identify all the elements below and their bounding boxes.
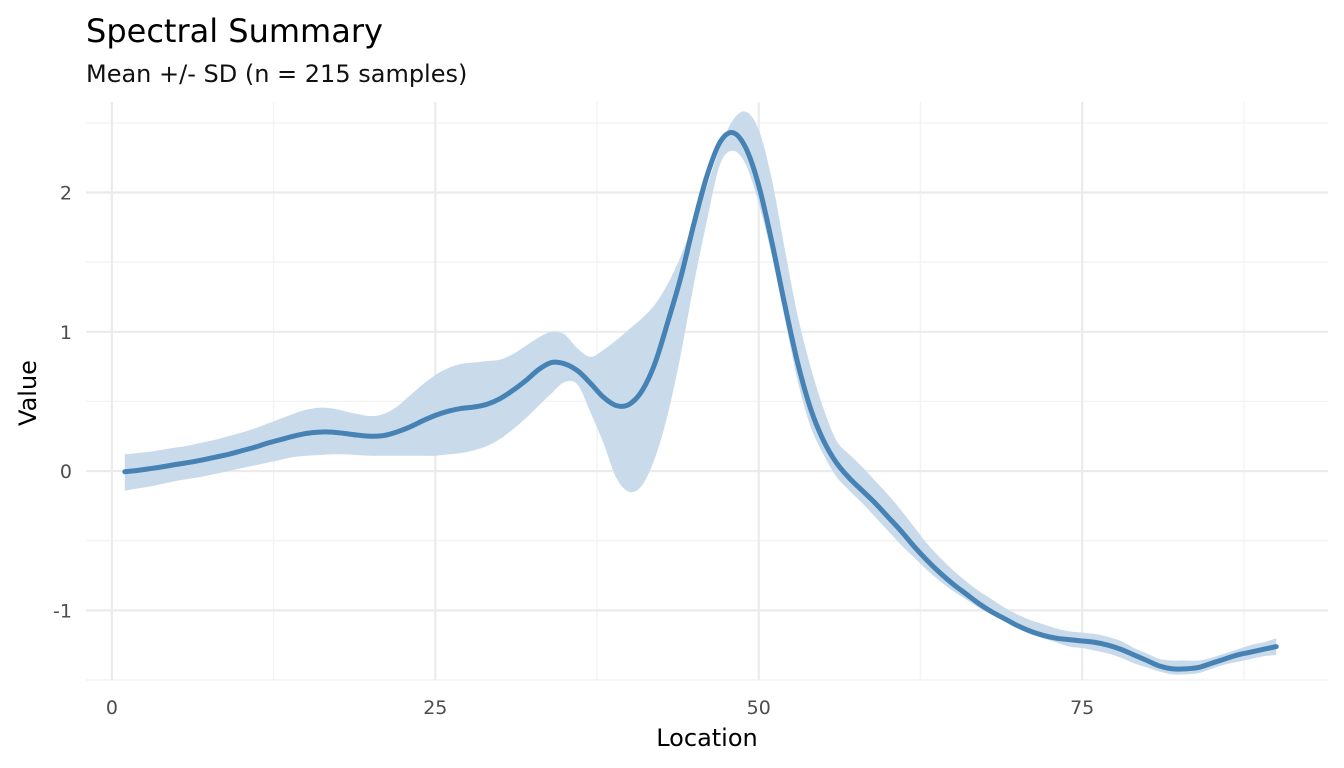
y-tick-label: -1 [53,600,72,622]
sd-band [124,111,1277,675]
x-tick-label: 50 [747,697,771,719]
y-tick-label: 0 [60,461,72,483]
x-tick-label: 25 [423,697,447,719]
y-axis-ticks: -1 0 1 2 [53,183,72,623]
chart-title: Spectral Summary [86,12,383,50]
y-tick-label: 1 [60,322,72,344]
x-tick-label: 75 [1070,697,1094,719]
mean-line-layer [122,130,1279,672]
x-axis-ticks: 0 25 50 75 [106,697,1094,719]
y-tick-label: 2 [60,183,72,205]
sd-band-layer [124,111,1277,675]
x-axis-title: Location [656,724,758,752]
chart-subtitle: Mean +/- SD (n = 215 samples) [86,60,467,88]
y-axis-title: Value [14,360,42,426]
mean-line [122,130,1279,672]
x-tick-label: 0 [106,697,118,719]
